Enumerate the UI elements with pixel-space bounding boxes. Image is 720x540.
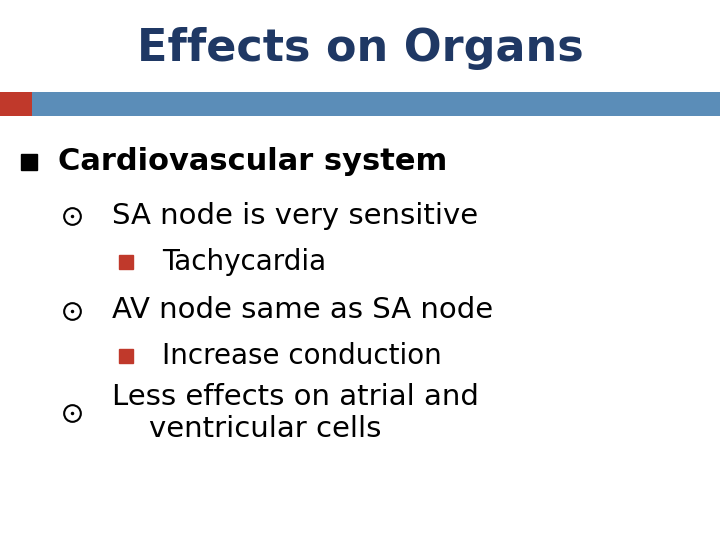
- Text: Effects on Organs: Effects on Organs: [137, 27, 583, 70]
- Text: Tachycardia: Tachycardia: [162, 248, 326, 276]
- FancyBboxPatch shape: [0, 92, 32, 116]
- Text: Less effects on atrial and
    ventricular cells: Less effects on atrial and ventricular c…: [112, 383, 479, 443]
- Text: Increase conduction: Increase conduction: [162, 342, 442, 370]
- Text: Cardiovascular system: Cardiovascular system: [58, 147, 447, 177]
- FancyBboxPatch shape: [32, 92, 720, 116]
- Text: SA node is very sensitive: SA node is very sensitive: [112, 202, 478, 230]
- Text: AV node same as SA node: AV node same as SA node: [112, 296, 492, 325]
